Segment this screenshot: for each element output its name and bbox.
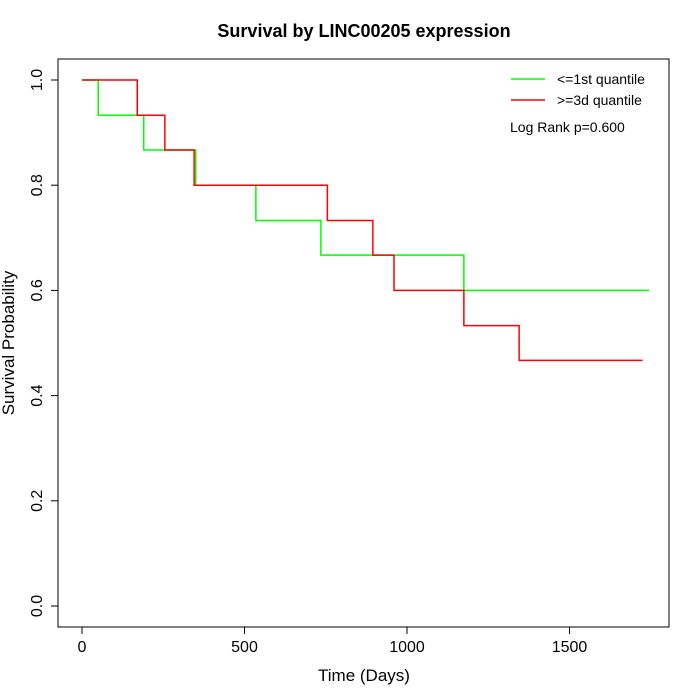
y-tick-label: 0.2 — [29, 490, 46, 512]
x-tick-label: 1000 — [389, 639, 425, 656]
plot-frame — [57, 58, 670, 628]
y-tick-label: 0.0 — [29, 595, 46, 617]
series-line-1 — [82, 79, 650, 292]
y-tick-label: 0.8 — [29, 174, 46, 196]
y-tick-label: 1.0 — [29, 69, 46, 91]
y-tick-label: 0.4 — [29, 384, 46, 406]
x-tick-label: 500 — [231, 639, 258, 656]
legend: <=1st quantile >=3d quantile — [511, 71, 645, 108]
chart-title: Survival by LINC00205 expression — [217, 21, 510, 41]
series-line-2 — [82, 79, 643, 362]
x-axis-label: Time (Days) — [318, 666, 410, 685]
y-axis-label: Survival Probability — [0, 270, 18, 415]
x-axis: 0 500 1000 1500 — [78, 626, 588, 656]
series-layer — [82, 79, 650, 362]
y-tick-label: 0.6 — [29, 279, 46, 301]
x-tick-label: 1500 — [552, 639, 588, 656]
legend-label-1: <=1st quantile — [557, 71, 645, 87]
y-axis: 0.0 0.2 0.4 0.6 0.8 1.0 — [29, 69, 59, 617]
x-tick-label: 0 — [78, 639, 87, 656]
legend-label-2: >=3d quantile — [557, 92, 642, 108]
log-rank-annotation: Log Rank p=0.600 — [510, 119, 625, 135]
